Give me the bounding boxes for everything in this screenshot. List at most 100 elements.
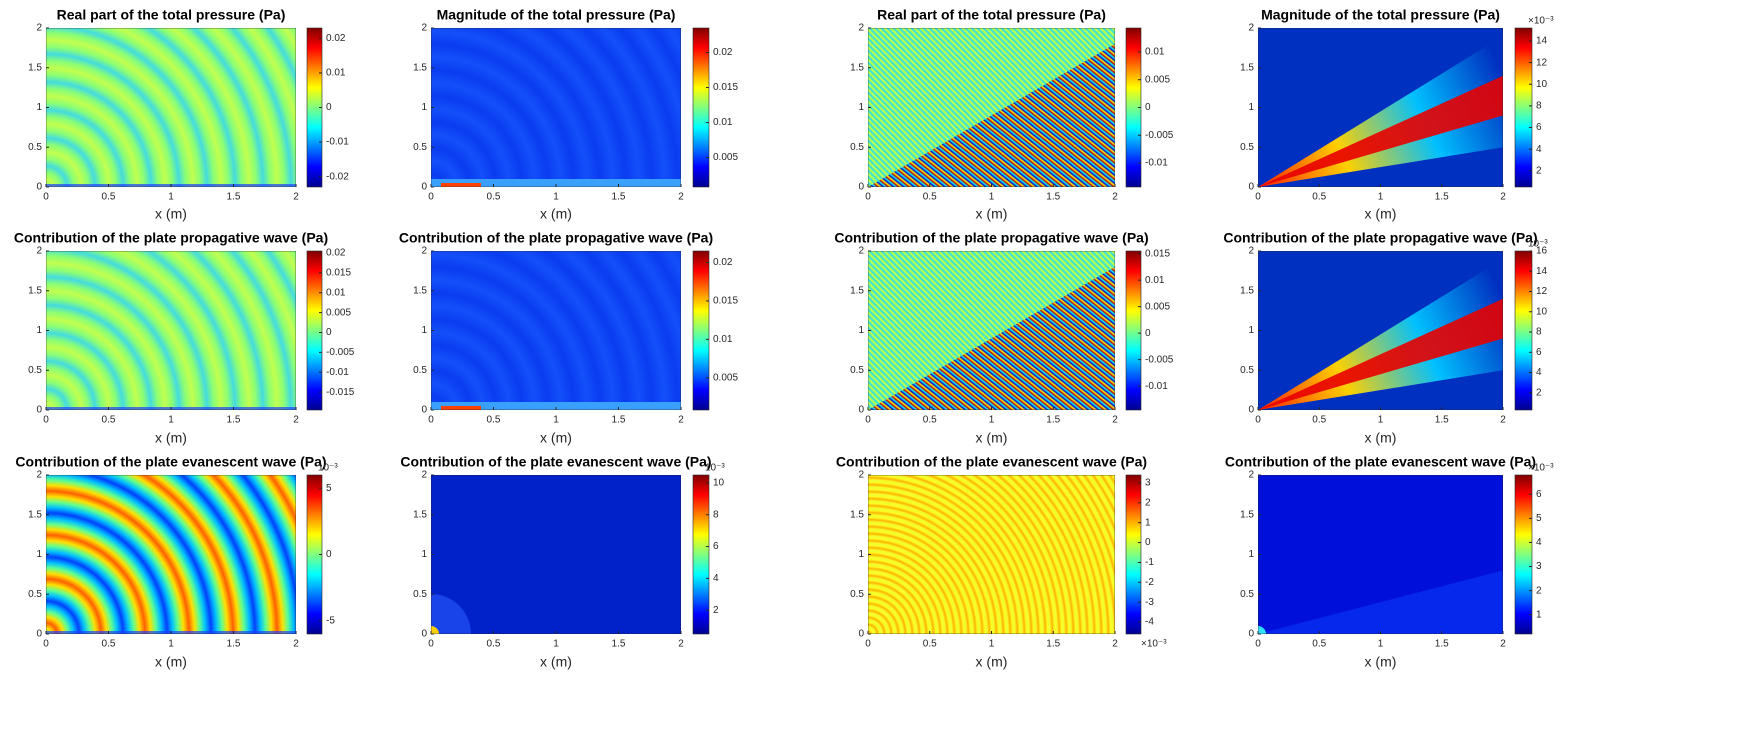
x-tick-label: 1.5 [612, 192, 626, 203]
y-tick-label: 0 [36, 182, 42, 193]
x-axis-label: x (m) [155, 206, 187, 222]
colorbar [306, 250, 323, 411]
colorbar-tick-label: 3 [1145, 478, 1151, 489]
y-tick-label: 0.5 [413, 589, 427, 600]
x-tick-label: 2 [1112, 192, 1118, 203]
x-tick-label: 1 [989, 415, 995, 426]
y-tick-label: 2 [1248, 246, 1254, 257]
field-image [46, 251, 296, 410]
field-image [46, 28, 296, 187]
colorbar-tick-label: 12 [1536, 286, 1548, 297]
colorbar-tick-label: 0.015 [1145, 248, 1170, 259]
y-tick-label: 2 [858, 246, 864, 257]
colorbar-tick-label: 12 [1536, 57, 1548, 68]
y-tick-label: 1 [421, 102, 427, 113]
x-tick-label: 2 [1112, 639, 1118, 650]
colorbar-tick-label: 0.01 [713, 117, 733, 128]
y-tick-label: 0 [1248, 182, 1254, 193]
colorbar [1125, 250, 1142, 411]
colorbar-tick-label: 6 [1536, 347, 1542, 358]
y-tick-label: 0 [421, 182, 427, 193]
x-tick-label: 1.5 [227, 415, 241, 426]
x-tick-label: 0.5 [102, 415, 116, 426]
colorbar-tick-label: 10 [1536, 306, 1548, 317]
y-tick-label: 1.5 [850, 62, 864, 73]
x-tick-label: 1 [168, 415, 174, 426]
colorbar [692, 27, 710, 188]
x-tick-label: 1.5 [1435, 639, 1449, 650]
panel-title: Real part of the total pressure (Pa) [57, 7, 286, 23]
y-tick-label: 1 [36, 325, 42, 336]
colorbar-tick-label: -0.02 [326, 171, 349, 182]
x-tick-label: 0.5 [102, 192, 116, 203]
colorbar-tick-label: 8 [1536, 101, 1542, 112]
y-tick-label: 0.5 [850, 589, 864, 600]
x-axis-label: x (m) [1365, 654, 1397, 670]
colorbar-tick-label: 1 [1145, 517, 1151, 528]
x-tick-label: 1.5 [1046, 639, 1060, 650]
y-tick-label: 2 [36, 246, 42, 257]
y-tick-label: 0.5 [28, 365, 42, 376]
y-tick-label: 1.5 [850, 285, 864, 296]
x-tick-label: 1 [553, 415, 559, 426]
colorbar-tick-label: -0.01 [326, 367, 349, 378]
y-tick-label: 1.5 [1240, 285, 1254, 296]
x-tick-label: 0.5 [487, 192, 501, 203]
y-tick-label: 2 [1248, 470, 1254, 481]
field-image [431, 475, 681, 634]
colorbar [692, 250, 710, 411]
x-tick-label: 0.5 [923, 192, 937, 203]
y-tick-label: 1.5 [850, 509, 864, 520]
y-tick-label: 1.5 [28, 509, 42, 520]
x-axis-label: x (m) [1365, 430, 1397, 446]
field-image [868, 475, 1115, 634]
x-tick-label: 1 [989, 192, 995, 203]
colorbar-tick-label: 0.005 [1145, 301, 1170, 312]
colorbar-tick-label: 5 [326, 483, 332, 494]
field-image [868, 251, 1115, 410]
x-tick-label: 0 [428, 192, 434, 203]
colorbar-tick-label: 0 [326, 549, 332, 560]
colorbar-tick-label: 2 [1536, 585, 1542, 596]
y-tick-label: 2 [1248, 23, 1254, 34]
colorbar-tick-label: 2 [713, 605, 719, 616]
panel-title: Contribution of the plate evanescent wav… [15, 454, 326, 470]
y-tick-label: 1.5 [1240, 62, 1254, 73]
y-tick-label: 0 [36, 629, 42, 640]
x-tick-label: 0.5 [923, 415, 937, 426]
colorbar-tick-label: 14 [1536, 266, 1548, 277]
x-tick-label: 0.5 [923, 639, 937, 650]
colorbar-scale: ×10⁻³ [1141, 639, 1167, 650]
x-tick-label: 1 [553, 192, 559, 203]
y-tick-label: 1.5 [28, 62, 42, 73]
colorbar-tick-label: 4 [1536, 537, 1542, 548]
colorbar-tick-label: 5 [1536, 513, 1542, 524]
colorbar-tick-label: 2 [1536, 165, 1542, 176]
colorbar-tick-label: 0 [1145, 328, 1151, 339]
colorbar-tick-label: 6 [1536, 122, 1542, 133]
colorbar-tick-label: -2 [1145, 577, 1154, 588]
colorbar-tick-label: 0.01 [1145, 47, 1165, 58]
colorbar-tick-label: 0.02 [713, 47, 733, 58]
panel-title: Real part of the total pressure (Pa) [877, 7, 1106, 23]
x-tick-label: 0 [1255, 192, 1261, 203]
panel-title: Magnitude of the total pressure (Pa) [1261, 7, 1500, 23]
x-tick-label: 0 [865, 192, 871, 203]
x-tick-label: 2 [678, 415, 684, 426]
x-tick-label: 0.5 [1312, 192, 1326, 203]
x-tick-label: 1 [1378, 415, 1384, 426]
y-tick-label: 1 [36, 549, 42, 560]
colorbar-tick-label: 0.01 [713, 334, 733, 345]
field-image [1258, 475, 1503, 634]
colorbar-tick-label: 0.01 [326, 287, 346, 298]
x-tick-label: 0 [428, 415, 434, 426]
x-tick-label: 0.5 [487, 639, 501, 650]
x-tick-label: 1 [168, 639, 174, 650]
colorbar-tick-label: 3 [1536, 561, 1542, 572]
colorbar-tick-label: -5 [326, 615, 335, 626]
colorbar-tick-label: -0.01 [326, 137, 349, 148]
y-tick-label: 2 [858, 470, 864, 481]
y-tick-label: 0 [858, 405, 864, 416]
colorbar-tick-label: 6 [713, 541, 719, 552]
colorbar [1514, 250, 1533, 411]
